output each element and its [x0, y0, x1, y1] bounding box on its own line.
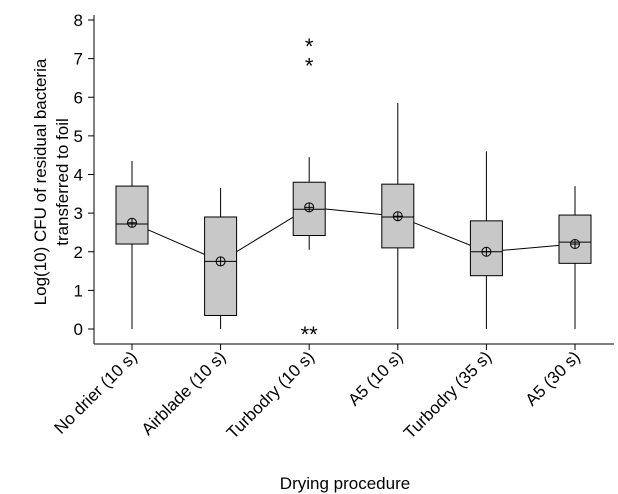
x-axis-title: Drying procedure	[280, 474, 410, 493]
y-tick-label: 8	[74, 11, 83, 30]
outlier-marker: *	[305, 34, 314, 59]
x-tick-label: A5 (10 s)	[344, 347, 406, 409]
x-tick-label: Airblade (10 s)	[138, 347, 230, 439]
y-tick-label: 7	[74, 50, 83, 69]
x-axis-ticks: No drier (10 s)Airblade (10 s)Turbodry (…	[51, 344, 584, 443]
mean-connector	[131, 206, 576, 262]
x-tick-label: A5 (30 s)	[522, 347, 584, 409]
box-group	[469, 151, 503, 329]
y-tick-label: 2	[74, 243, 83, 262]
box-groups	[115, 103, 592, 329]
y-tick-label: 4	[74, 166, 83, 185]
box-group	[204, 188, 238, 329]
axes	[93, 15, 614, 345]
y-tick-label: 3	[74, 204, 83, 223]
box-group	[381, 103, 415, 329]
y-axis-title-line-1: Log(10) CFU of residual bacteria	[31, 58, 50, 305]
outlier-markers: ****	[301, 34, 319, 347]
outlier-marker: *	[305, 53, 314, 78]
y-tick-label: 6	[74, 88, 83, 107]
box-group	[115, 160, 149, 329]
mean-connector-line	[131, 206, 576, 262]
y-tick-label: 1	[74, 281, 83, 300]
y-axis-ticks: 0 1 2 3 4 5 6 7 8	[74, 11, 94, 339]
y-tick-label: 0	[74, 320, 83, 339]
x-tick-label: No drier (10 s)	[51, 347, 141, 437]
x-tick-label: Turbodry (10 s)	[223, 347, 318, 442]
iqr-box	[115, 185, 149, 245]
outlier-marker: **	[301, 322, 319, 347]
x-tick-label: Turbodry (35 s)	[400, 347, 495, 442]
iqr-box	[381, 183, 415, 249]
y-axis-title-line-2: transferred to foil	[53, 118, 72, 246]
box-group	[558, 186, 592, 329]
y-tick-label: 5	[74, 127, 83, 146]
box-group	[292, 157, 326, 250]
